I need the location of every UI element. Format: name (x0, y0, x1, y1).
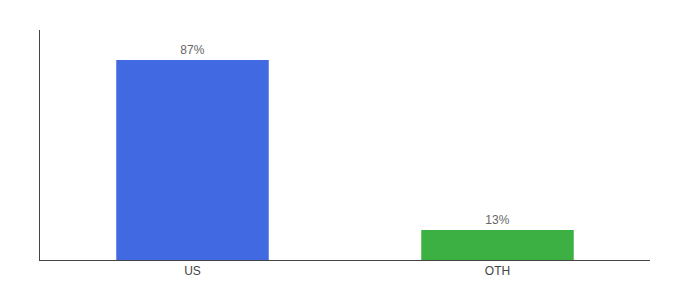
svg-text:87%: 87% (180, 43, 204, 57)
svg-text:US: US (184, 264, 201, 278)
svg-text:OTH: OTH (485, 264, 510, 278)
svg-text:13%: 13% (485, 213, 509, 227)
